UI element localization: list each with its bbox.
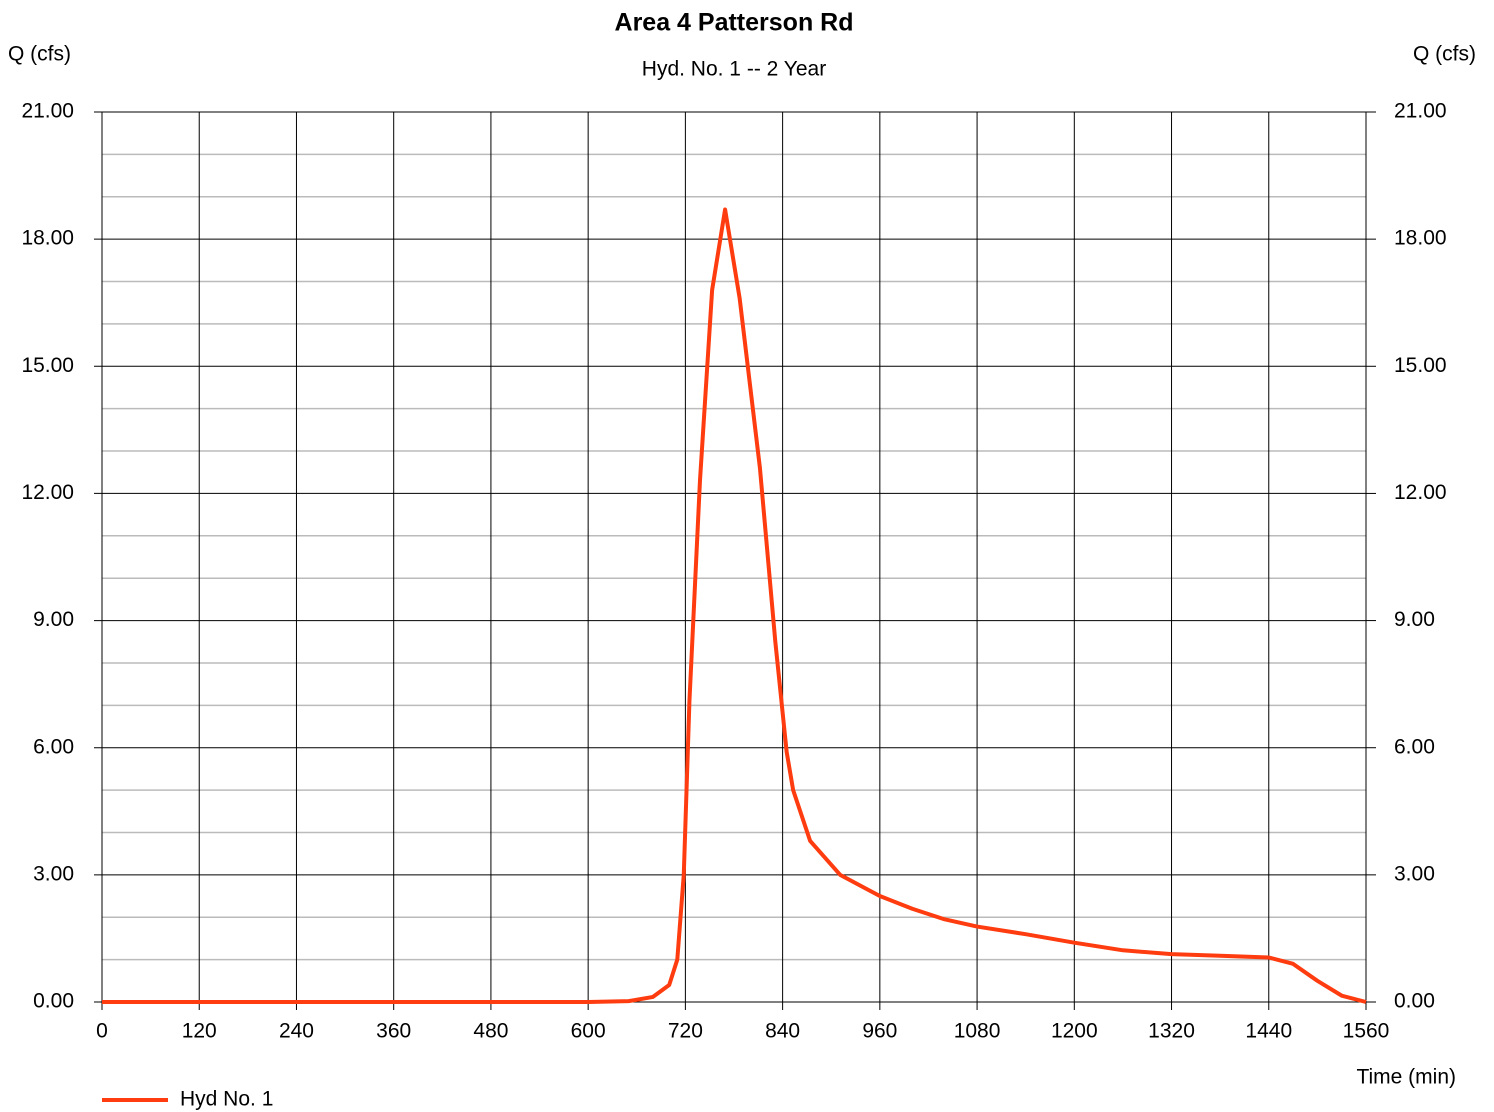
x-tick-label: 0 xyxy=(96,1020,108,1043)
x-tick-label: 720 xyxy=(668,1020,703,1043)
x-tick-label: 840 xyxy=(765,1020,800,1043)
x-tick-label: 1200 xyxy=(1051,1020,1098,1043)
y-tick-label: 12.00 xyxy=(21,481,74,504)
y-axis-label: Q (cfs) xyxy=(8,43,71,66)
data-line xyxy=(102,207,1367,1004)
legend-label: Hyd No. 1 xyxy=(180,1088,273,1111)
x-tick-label: 960 xyxy=(862,1020,897,1043)
x-axis-label: Time (min) xyxy=(1356,1066,1456,1089)
x-tick-label: 1560 xyxy=(1343,1020,1390,1043)
x-tick-label: 480 xyxy=(473,1020,508,1043)
y-tick-label: 6.00 xyxy=(33,735,74,758)
x-tick-label: 600 xyxy=(571,1020,606,1043)
chart-title: Area 4 Patterson Rd xyxy=(615,9,854,37)
y2-tick-label: 12.00 xyxy=(1394,481,1447,504)
y-tick-label: 21.00 xyxy=(21,100,74,123)
y-tick-label: 9.00 xyxy=(33,608,74,631)
x-tick-label: 1440 xyxy=(1245,1020,1292,1043)
y2-tick-label: 15.00 xyxy=(1394,354,1447,377)
y2-tick-label: 0.00 xyxy=(1394,990,1435,1013)
y2-tick-label: 18.00 xyxy=(1394,227,1447,250)
y-tick-label: 0.00 xyxy=(33,990,74,1013)
y-tick-label: 18.00 xyxy=(21,227,74,250)
y-tick-label: 15.00 xyxy=(21,354,74,377)
plot-frame xyxy=(101,111,1367,1003)
x-tick-label: 1320 xyxy=(1148,1020,1195,1043)
y-tick-label: 3.00 xyxy=(33,862,74,885)
x-tick-label: 360 xyxy=(376,1020,411,1043)
y2-tick-label: 21.00 xyxy=(1394,100,1447,123)
y2-tick-label: 6.00 xyxy=(1394,735,1435,758)
x-tick-label: 240 xyxy=(279,1020,314,1043)
y2-axis-label: Q (cfs) xyxy=(1413,43,1476,66)
x-tick-label: 1080 xyxy=(954,1020,1001,1043)
chart-subtitle: Hyd. No. 1 -- 2 Year xyxy=(642,58,826,81)
y2-tick-label: 9.00 xyxy=(1394,608,1435,631)
y2-tick-label: 3.00 xyxy=(1394,862,1435,885)
x-tick-label: 120 xyxy=(182,1020,217,1043)
